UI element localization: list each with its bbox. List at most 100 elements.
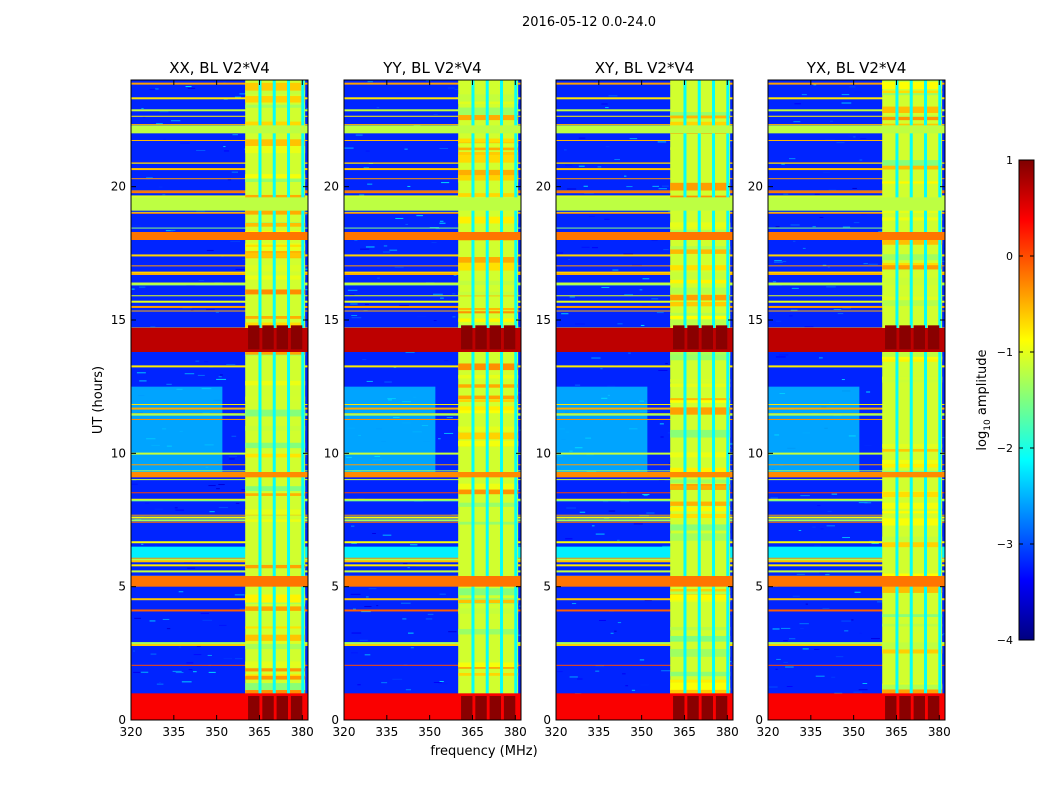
noise-speck <box>170 229 176 231</box>
rfi-line <box>556 558 733 561</box>
noise-speck <box>814 545 821 547</box>
noise-speck <box>727 460 733 462</box>
noise-speck <box>629 138 638 140</box>
saturated-block <box>461 696 473 720</box>
noise-speck <box>665 363 668 365</box>
noise-speck <box>223 146 226 148</box>
noise-speck <box>403 563 408 565</box>
rfi-line <box>768 644 945 647</box>
rfi-line <box>344 300 521 303</box>
rfi-line <box>131 514 308 516</box>
rfi-line <box>556 541 733 544</box>
noise-speck <box>869 540 875 542</box>
noise-speck <box>833 309 842 311</box>
noise-speck <box>349 294 355 296</box>
rfi-line <box>131 499 308 502</box>
noise-speck <box>417 316 427 318</box>
x-tick-label: 365 <box>248 725 271 739</box>
channel-divider <box>500 80 504 720</box>
rfi-line <box>344 558 521 561</box>
channel-divider <box>514 80 518 720</box>
saturated-block <box>913 325 926 350</box>
noise-speck <box>853 691 863 693</box>
rfi-line <box>556 492 733 494</box>
rfi-line <box>131 644 308 647</box>
noise-speck <box>661 185 669 187</box>
noise-speck <box>150 326 156 328</box>
rfi-line <box>344 492 521 494</box>
noise-speck <box>871 543 879 545</box>
noise-speck <box>775 356 786 358</box>
saturated-block <box>715 325 728 350</box>
strong-band <box>344 576 521 587</box>
noise-speck <box>394 266 404 268</box>
quiet-period <box>556 386 648 475</box>
colorbar-tick-label: −2 <box>997 442 1013 455</box>
rfi-line <box>556 570 733 573</box>
noise-speck <box>453 274 457 276</box>
noise-speck <box>218 507 229 509</box>
noise-speck <box>624 605 631 607</box>
noise-speck <box>186 284 196 286</box>
noise-speck <box>782 260 787 262</box>
rfi-line <box>131 470 308 472</box>
noise-speck <box>376 107 380 109</box>
saturated-block <box>899 696 911 720</box>
noise-speck <box>407 567 410 569</box>
rfi-line <box>131 492 308 494</box>
rfi-line <box>556 521 733 523</box>
noise-speck <box>416 215 423 217</box>
noise-speck <box>400 602 411 604</box>
x-tick-label: 380 <box>928 725 951 739</box>
noise-speck <box>595 670 600 672</box>
noise-speck <box>383 245 388 247</box>
noise-speck <box>452 316 456 318</box>
noise-speck <box>858 502 868 504</box>
noise-speck <box>624 175 627 177</box>
rfi-line <box>344 168 521 171</box>
noise-speck <box>216 488 220 490</box>
noise-speck <box>439 148 449 150</box>
noise-speck <box>376 605 379 607</box>
rfi-line <box>556 97 733 100</box>
noise-speck <box>196 210 205 212</box>
rfi-line <box>131 295 308 297</box>
noise-speck <box>219 624 227 626</box>
noise-speck <box>405 689 411 691</box>
noise-speck <box>405 351 415 353</box>
rfi-line <box>556 162 733 164</box>
noise-speck <box>196 645 201 647</box>
rfi-line <box>131 282 308 284</box>
rfi-line <box>131 191 308 194</box>
y-tick-label: 20 <box>748 180 763 194</box>
noise-speck <box>662 545 672 547</box>
panel-title: XX, BL V2*V4 <box>169 59 270 77</box>
noise-speck <box>614 630 617 632</box>
noise-speck <box>187 567 196 569</box>
rfi-line <box>344 598 521 601</box>
rfi-line <box>556 271 733 274</box>
noise-speck <box>789 638 796 640</box>
noise-speck <box>377 277 380 279</box>
noise-speck <box>223 150 230 152</box>
rfi-line <box>131 109 308 112</box>
rfi-line <box>344 499 521 502</box>
panel-3: XY, BL V2*V4 320 335 350 365 380 0 5 10 15 20 <box>536 59 739 739</box>
noise-speck <box>234 658 243 660</box>
y-tick-label: 15 <box>536 313 551 327</box>
noise-speck <box>156 683 164 685</box>
noise-speck <box>421 649 432 651</box>
noise-speck <box>166 628 171 630</box>
rfi-line <box>768 212 945 214</box>
rfi-line <box>131 271 308 274</box>
noise-speck <box>405 223 409 225</box>
noise-speck <box>429 226 439 228</box>
noise-speck <box>828 189 837 191</box>
noise-speck <box>862 682 868 684</box>
rfi-line <box>556 282 733 284</box>
rfi-line <box>131 190 308 192</box>
noise-speck <box>799 623 809 625</box>
strong-band <box>131 576 308 587</box>
noise-speck <box>231 435 237 437</box>
